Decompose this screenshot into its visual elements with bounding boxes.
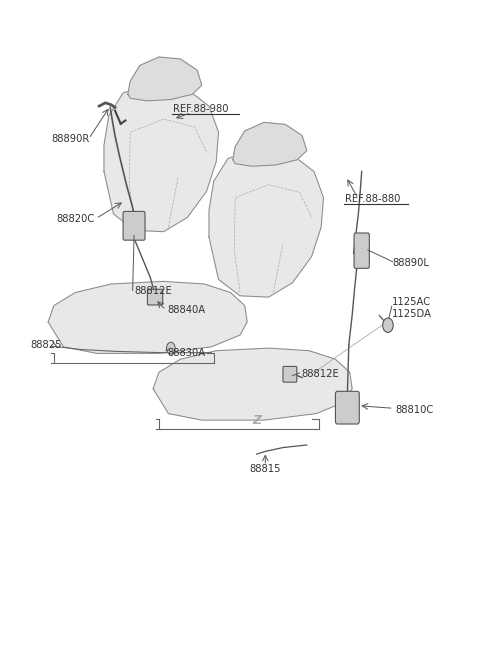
Polygon shape bbox=[233, 122, 307, 166]
Text: 1125DA: 1125DA bbox=[392, 309, 432, 319]
Polygon shape bbox=[48, 281, 247, 353]
Text: 88812E: 88812E bbox=[301, 369, 339, 379]
Polygon shape bbox=[128, 57, 202, 101]
Text: REF.88-980: REF.88-980 bbox=[173, 104, 228, 114]
Text: 88890R: 88890R bbox=[51, 134, 90, 144]
FancyBboxPatch shape bbox=[123, 212, 145, 240]
Polygon shape bbox=[209, 148, 324, 297]
Text: Z: Z bbox=[252, 414, 261, 426]
Circle shape bbox=[167, 342, 175, 354]
Polygon shape bbox=[153, 348, 352, 420]
Text: REF.88-880: REF.88-880 bbox=[345, 194, 400, 204]
Text: 88890L: 88890L bbox=[393, 258, 430, 268]
FancyBboxPatch shape bbox=[354, 233, 369, 268]
Text: 1125AC: 1125AC bbox=[392, 298, 431, 307]
FancyBboxPatch shape bbox=[336, 392, 360, 424]
Text: 88815: 88815 bbox=[250, 464, 281, 474]
FancyBboxPatch shape bbox=[283, 367, 297, 382]
Text: 88810C: 88810C bbox=[395, 405, 433, 415]
Text: 88812E: 88812E bbox=[134, 286, 172, 296]
Text: 88825: 88825 bbox=[30, 340, 61, 350]
Polygon shape bbox=[104, 83, 218, 232]
Text: 88820C: 88820C bbox=[56, 214, 95, 223]
Text: 88840A: 88840A bbox=[168, 306, 205, 315]
Text: 88830A: 88830A bbox=[168, 348, 205, 358]
FancyBboxPatch shape bbox=[147, 289, 163, 305]
Circle shape bbox=[383, 318, 393, 332]
